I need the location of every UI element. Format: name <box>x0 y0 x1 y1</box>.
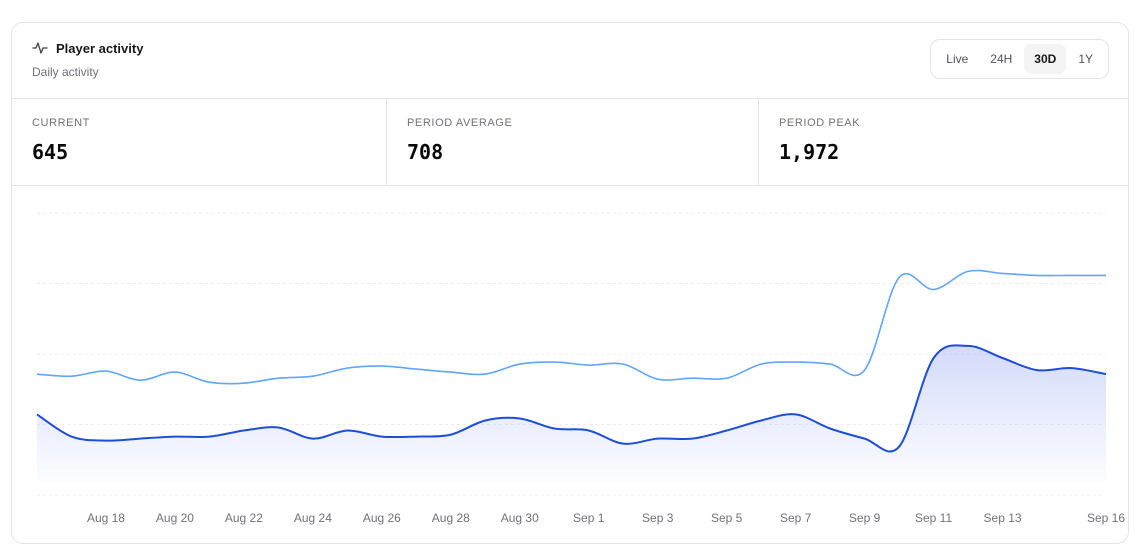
series-2-line <box>36 344 1107 453</box>
x-tick-label: Aug 30 <box>501 511 539 525</box>
x-tick-label: Aug 28 <box>432 511 470 525</box>
stat-peak-label: PERIOD PEAK <box>779 117 861 129</box>
x-tick-label: Sep 16 <box>1087 511 1125 525</box>
card-header: Player activity Daily activity Live 24H … <box>12 23 1128 99</box>
stat-average-label: PERIOD AVERAGE <box>407 117 513 129</box>
x-tick-label: Aug 22 <box>225 511 263 525</box>
x-tick-label: Sep 3 <box>642 511 674 525</box>
title-row: Player activity <box>32 40 143 56</box>
card-subtitle: Daily activity <box>32 65 99 79</box>
stat-period-peak: PERIOD PEAK 1,972 <box>758 98 1128 185</box>
activity-chart: Aug 18 Aug 20 Aug 22 Aug 24 Aug 26 Aug 28 Aug … <box>36 212 1125 525</box>
x-tick-label: Aug 18 <box>87 511 125 525</box>
x-tick-label: Aug 20 <box>156 511 194 525</box>
stat-period-average: PERIOD AVERAGE 708 <box>386 98 758 185</box>
range-30d-button[interactable]: 30D <box>1024 44 1067 74</box>
stat-current-label: CURRENT <box>32 117 90 129</box>
x-tick-label: Sep 7 <box>780 511 812 525</box>
stat-peak-value: 1,972 <box>779 140 840 164</box>
x-tick-label: Sep 9 <box>849 511 881 525</box>
stat-current: CURRENT 645 <box>12 98 386 185</box>
stat-current-value: 645 <box>32 140 69 164</box>
card-title: Player activity <box>56 40 144 56</box>
x-tick-label: Sep 5 <box>711 511 743 525</box>
x-tick-label: Aug 24 <box>294 511 332 525</box>
activity-icon <box>32 40 48 56</box>
stat-average-value: 708 <box>407 140 444 164</box>
range-24h-button[interactable]: 24H <box>990 52 1013 66</box>
range-live-button[interactable]: Live <box>946 52 969 66</box>
range-selector: Live 24H 30D 1Y <box>930 39 1109 79</box>
range-1y-button[interactable]: 1Y <box>1078 52 1093 66</box>
series-1-line <box>36 269 1106 385</box>
x-tick-label: Aug 26 <box>363 511 401 525</box>
x-tick-label: Sep 1 <box>573 511 605 525</box>
player-activity-card: Player activity Daily activity Live 24H … <box>11 22 1129 544</box>
x-tick-label: Sep 11 <box>915 511 952 525</box>
stats-row: CURRENT 645 PERIOD AVERAGE 708 PERIOD PE… <box>12 98 1128 186</box>
series-2-area <box>37 345 1106 481</box>
x-tick-label: Sep 13 <box>984 511 1022 525</box>
